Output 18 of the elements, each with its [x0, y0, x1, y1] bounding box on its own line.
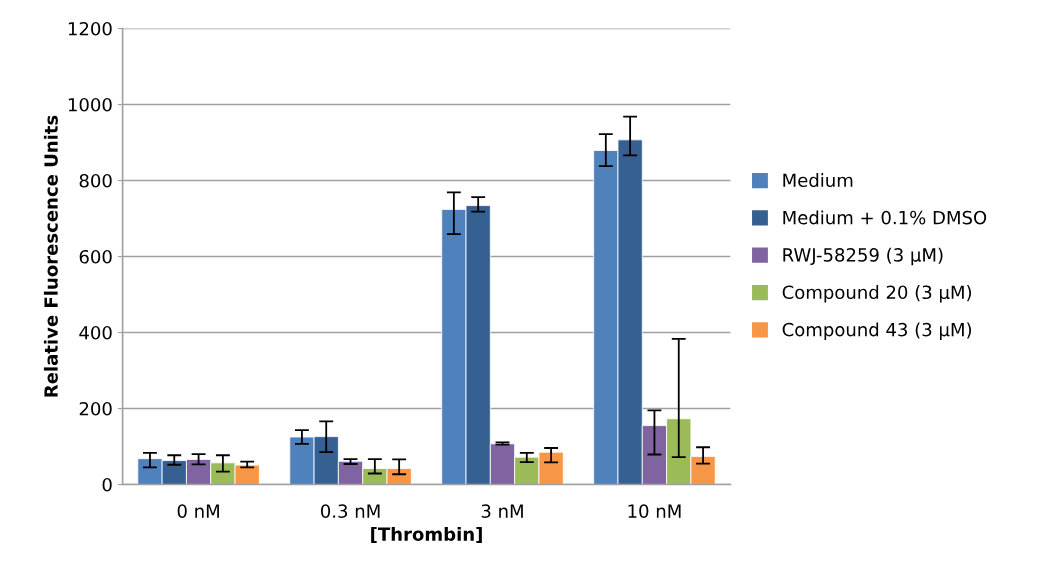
y-tick-label: 800 [79, 173, 112, 188]
legend-label: Medium + 0.1% DMSO [783, 210, 987, 225]
y-axis-title: Relative Fluorescence Units [43, 115, 58, 397]
y-tick-label: 1000 [68, 97, 112, 112]
legend-label: Medium [783, 173, 853, 188]
x-tick-label: 0 nM [177, 504, 219, 518]
x-tick-label: 3 nM [481, 504, 523, 518]
x-tick-label: 10 nM [628, 504, 681, 518]
y-tick-label: 1200 [68, 21, 112, 36]
y-tick-label: 400 [79, 325, 112, 340]
legend-label: RWJ-58259 (3 µM) [783, 247, 943, 266]
legend-label: Compound 43 (3 µM) [782, 322, 972, 340]
legend-label: Compound 20 (3 µM) [782, 285, 972, 303]
x-axis-title: [Thrombin] [371, 526, 482, 544]
y-tick-label: 0 [102, 477, 112, 492]
y-tick-label: 600 [79, 249, 112, 264]
x-tick-label: 0.3 nM [320, 504, 380, 518]
y-tick-label: 200 [79, 401, 112, 416]
